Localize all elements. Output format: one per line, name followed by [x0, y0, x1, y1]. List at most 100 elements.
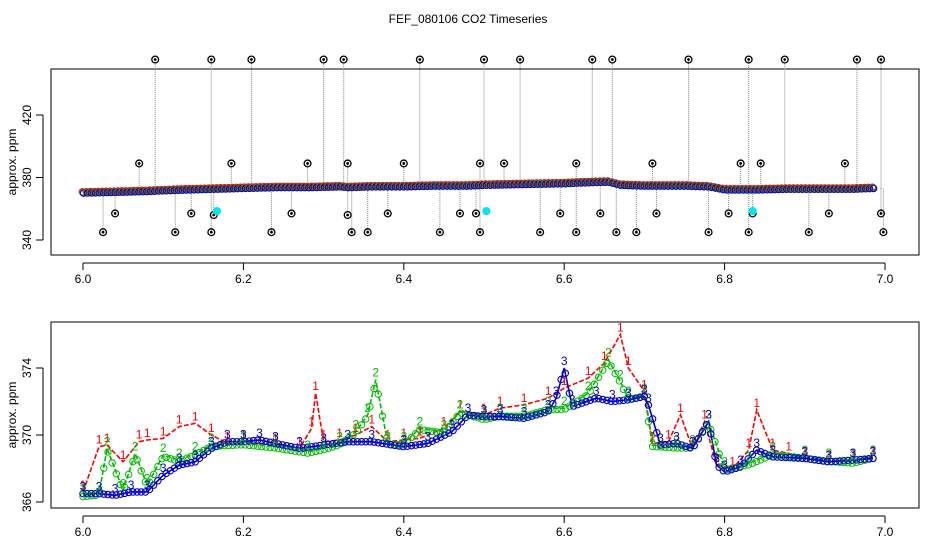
series-3-point [391, 441, 399, 450]
spike-point-center [574, 230, 578, 234]
series-3-point [366, 437, 374, 446]
series-3-point [732, 464, 740, 473]
series-3-point [378, 439, 387, 448]
bottom-x-tick-label: 6.4 [395, 525, 412, 539]
series-2-label: 2 [304, 438, 311, 452]
series-1-label: 1 [400, 426, 407, 440]
series-1-label: 1 [585, 364, 592, 378]
spike-point [171, 228, 180, 237]
series-2-point [411, 429, 420, 438]
series-2-point [532, 409, 540, 417]
series-3-label: 3 [344, 428, 351, 442]
series-3-point [303, 443, 312, 452]
series-3-point [262, 437, 270, 446]
spike-point [347, 228, 356, 237]
series-3-point [682, 442, 690, 451]
series-1-label: 1 [713, 451, 720, 465]
series-3-point [382, 440, 391, 448]
bottom-y-tick-label: 366 [20, 492, 34, 512]
series-3-point [179, 460, 187, 469]
series-1-label: 1 [665, 428, 672, 442]
spike-point [479, 55, 489, 64]
series-2-point [603, 359, 611, 368]
spike-point [247, 55, 256, 64]
series-2-point [137, 467, 145, 475]
series-1-label: 1 [136, 428, 143, 442]
cyan-point [748, 206, 757, 216]
series-2-label: 2 [705, 408, 712, 422]
top-x-tick-label: 6.4 [395, 272, 412, 286]
series-2-point [299, 448, 308, 457]
series-2-label: 2 [721, 455, 728, 469]
series-3-label: 3 [569, 393, 576, 407]
spike-point-center [590, 58, 594, 61]
spike-point-center [418, 58, 422, 61]
spike-point-center [651, 162, 654, 165]
series-3-point [549, 400, 557, 408]
series-2-point [370, 384, 378, 393]
series-3-point [108, 491, 116, 499]
series-2-point [474, 414, 482, 422]
series-3-point [249, 436, 258, 445]
series-1-label: 1 [312, 379, 319, 393]
series-2-point [457, 409, 466, 417]
series-2-point [752, 457, 761, 466]
series-1-label: 1 [144, 426, 151, 440]
spike-point-center [438, 230, 442, 234]
series-3-label: 3 [296, 434, 303, 448]
series-3-label: 3 [497, 403, 504, 417]
spike-point-center [538, 230, 542, 234]
series-3-point [316, 441, 324, 450]
spike-point [343, 210, 352, 220]
series-3-point [628, 395, 636, 403]
series-1-label: 1 [745, 436, 752, 450]
series-2-point [87, 492, 96, 500]
series-2-point [748, 459, 757, 467]
series-1-label: 1 [689, 434, 696, 448]
series-2-point [353, 426, 362, 435]
spike-point-center [209, 230, 213, 234]
series-3-point [91, 489, 100, 498]
spike-point-center [783, 58, 787, 61]
series-2-point [303, 449, 312, 457]
series-2-point [357, 421, 366, 429]
series-2-label: 2 [561, 394, 568, 408]
series-3-label: 3 [545, 398, 552, 412]
spike-point-center [879, 212, 883, 215]
series-1-label: 1 [416, 424, 423, 438]
series-3-point [707, 430, 715, 438]
series-2-label: 2 [80, 481, 87, 495]
series-2-point [553, 405, 561, 414]
series-3-point [831, 457, 840, 466]
spike-point [207, 228, 216, 237]
series-3-point [220, 439, 229, 447]
series-2-point [669, 444, 678, 452]
series-1-label: 1 [497, 394, 504, 408]
series-1-label: 1 [224, 429, 231, 443]
spike-point [227, 159, 236, 168]
cyan-point [212, 206, 222, 216]
spike-point-center [290, 212, 293, 215]
series-3-label: 3 [449, 418, 456, 432]
series-2-label: 2 [240, 429, 247, 443]
series-3-point [819, 457, 827, 465]
series-3-point [702, 421, 711, 429]
spike-point [536, 228, 545, 237]
series-2-label: 2 [769, 439, 776, 453]
top-x-tick-label: 7.0 [877, 272, 894, 286]
series-2-point [166, 454, 175, 463]
series-2-point [125, 470, 133, 479]
spike-point [744, 228, 753, 237]
series-2-point [307, 448, 316, 456]
spike-point-center [346, 162, 350, 165]
series-1-line [82, 332, 874, 493]
spike-point-center [881, 230, 885, 234]
series-2-point [112, 470, 120, 478]
series-1-label: 1 [368, 413, 375, 427]
spike-point-center [634, 230, 638, 234]
series-1-label: 1 [617, 321, 624, 335]
series-3-label: 3 [256, 426, 263, 440]
series-3-point [790, 454, 798, 462]
series-3-label: 3 [593, 384, 600, 398]
series-3-point [657, 441, 665, 449]
